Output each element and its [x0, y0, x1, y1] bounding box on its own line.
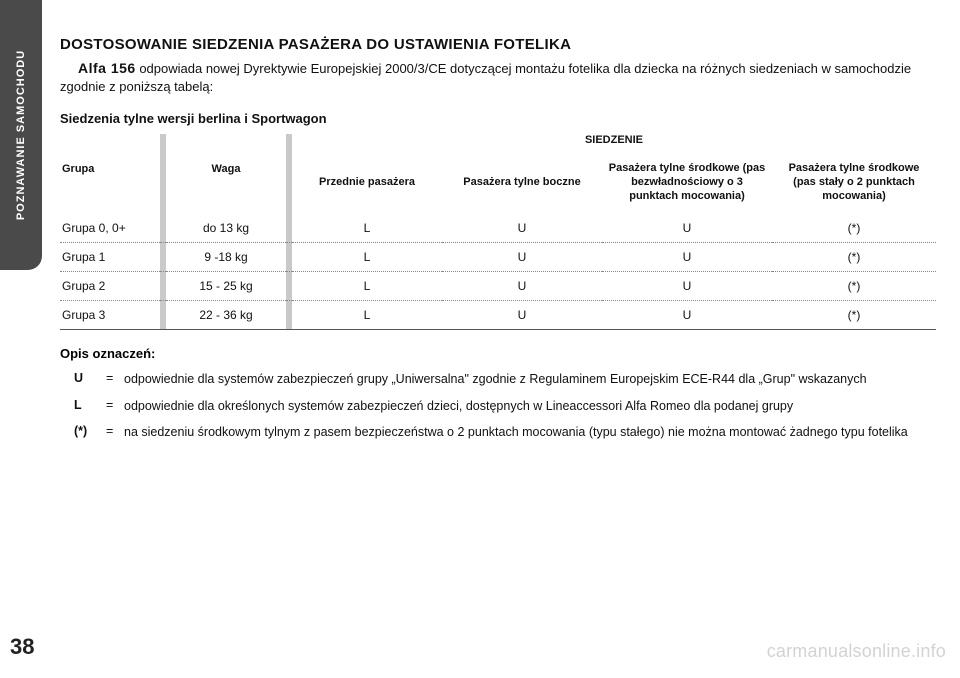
table-row: Grupa 1 9 -18 kg L U U (*): [60, 242, 936, 271]
th-waga: Waga: [166, 134, 286, 213]
th-c4: Pasażera tylne środkowe (pas stały o 2 p…: [772, 156, 936, 213]
th-c3: Pasażera tylne środkowe (pas bezwładnośc…: [602, 156, 772, 213]
th-c1: Przednie pasażera: [292, 156, 442, 213]
page-number: 38: [10, 634, 34, 660]
legend-item: U = odpowiednie dla systemów zabezpiecze…: [60, 371, 940, 388]
th-grupa: Grupa: [60, 134, 160, 213]
legend-item: (*) = na siedzeniu środkowym tylnym z pa…: [60, 424, 940, 441]
th-c2: Pasażera tylne boczne: [442, 156, 602, 213]
table-row: Grupa 0, 0+ do 13 kg L U U (*): [60, 214, 936, 243]
legend-title: Opis oznaczeń:: [60, 346, 940, 361]
th-siedzenie: SIEDZENIE: [292, 134, 936, 156]
brand-name: Alfa 156: [78, 60, 136, 76]
side-tab: POZNAWANIE SAMOCHODU: [0, 0, 42, 270]
page-content: DOSTOSOWANIE SIEDZENIA PASAŻERA DO USTAW…: [60, 36, 940, 451]
intro-paragraph: Alfa 156 odpowiada nowej Dyrektywie Euro…: [60, 59, 940, 95]
heading: DOSTOSOWANIE SIEDZENIA PASAŻERA DO USTAW…: [60, 36, 940, 53]
table-row: Grupa 3 22 - 36 kg L U U (*): [60, 300, 936, 329]
seat-table: Grupa Waga SIEDZENIE Przednie pasażera P…: [60, 134, 936, 329]
subheading: Siedzenia tylne wersji berlina i Sportwa…: [60, 111, 940, 126]
table-body: Grupa 0, 0+ do 13 kg L U U (*) Grupa 1 9…: [60, 214, 936, 330]
table-row: Grupa 2 15 - 25 kg L U U (*): [60, 271, 936, 300]
side-tab-text: POZNAWANIE SAMOCHODU: [15, 50, 27, 220]
legend-item: L = odpowiednie dla określonych systemów…: [60, 398, 940, 415]
intro-text: odpowiada nowej Dyrektywie Europejskiej …: [60, 61, 911, 94]
watermark: carmanualsonline.info: [767, 641, 946, 662]
